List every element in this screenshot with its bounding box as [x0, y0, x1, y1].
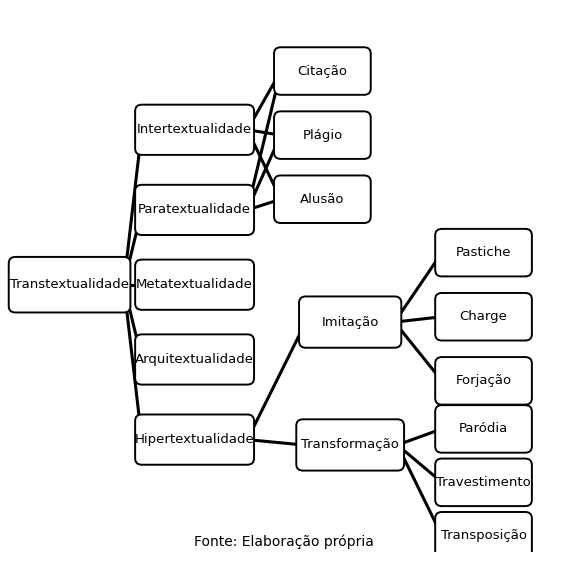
- FancyBboxPatch shape: [135, 259, 254, 310]
- FancyBboxPatch shape: [435, 512, 532, 559]
- Text: Pastiche: Pastiche: [456, 246, 511, 259]
- Text: Citação: Citação: [298, 65, 348, 77]
- Text: Charge: Charge: [460, 311, 507, 323]
- Text: Metatextualidade: Metatextualidade: [136, 278, 253, 291]
- FancyBboxPatch shape: [299, 296, 401, 348]
- FancyBboxPatch shape: [435, 405, 532, 453]
- FancyBboxPatch shape: [9, 257, 130, 312]
- FancyBboxPatch shape: [435, 293, 532, 340]
- Text: Forjação: Forjação: [455, 375, 511, 387]
- Text: Intertextualidade: Intertextualidade: [137, 123, 252, 136]
- FancyBboxPatch shape: [435, 229, 532, 276]
- FancyBboxPatch shape: [135, 414, 254, 465]
- FancyBboxPatch shape: [297, 419, 404, 471]
- FancyBboxPatch shape: [135, 335, 254, 384]
- FancyBboxPatch shape: [135, 104, 254, 155]
- Text: Fonte: Elaboração própria: Fonte: Elaboração própria: [193, 535, 374, 549]
- Text: Transformação: Transformação: [301, 438, 399, 451]
- Text: Imitação: Imitação: [321, 316, 379, 329]
- Text: Paródia: Paródia: [459, 423, 508, 436]
- Text: Transposição: Transposição: [441, 529, 527, 542]
- Text: Transtextualidade: Transtextualidade: [10, 278, 129, 291]
- Text: Plágio: Plágio: [302, 129, 342, 141]
- Text: Hipertextualidade: Hipertextualidade: [135, 433, 255, 446]
- Text: Paratextualidade: Paratextualidade: [138, 204, 251, 217]
- FancyBboxPatch shape: [435, 357, 532, 404]
- FancyBboxPatch shape: [274, 176, 371, 223]
- Text: Alusão: Alusão: [300, 193, 345, 205]
- FancyBboxPatch shape: [274, 48, 371, 95]
- FancyBboxPatch shape: [274, 112, 371, 159]
- Text: Arquitextualidade: Arquitextualidade: [135, 353, 254, 366]
- FancyBboxPatch shape: [435, 458, 532, 506]
- FancyBboxPatch shape: [135, 185, 254, 235]
- Text: Travestimento: Travestimento: [436, 476, 531, 489]
